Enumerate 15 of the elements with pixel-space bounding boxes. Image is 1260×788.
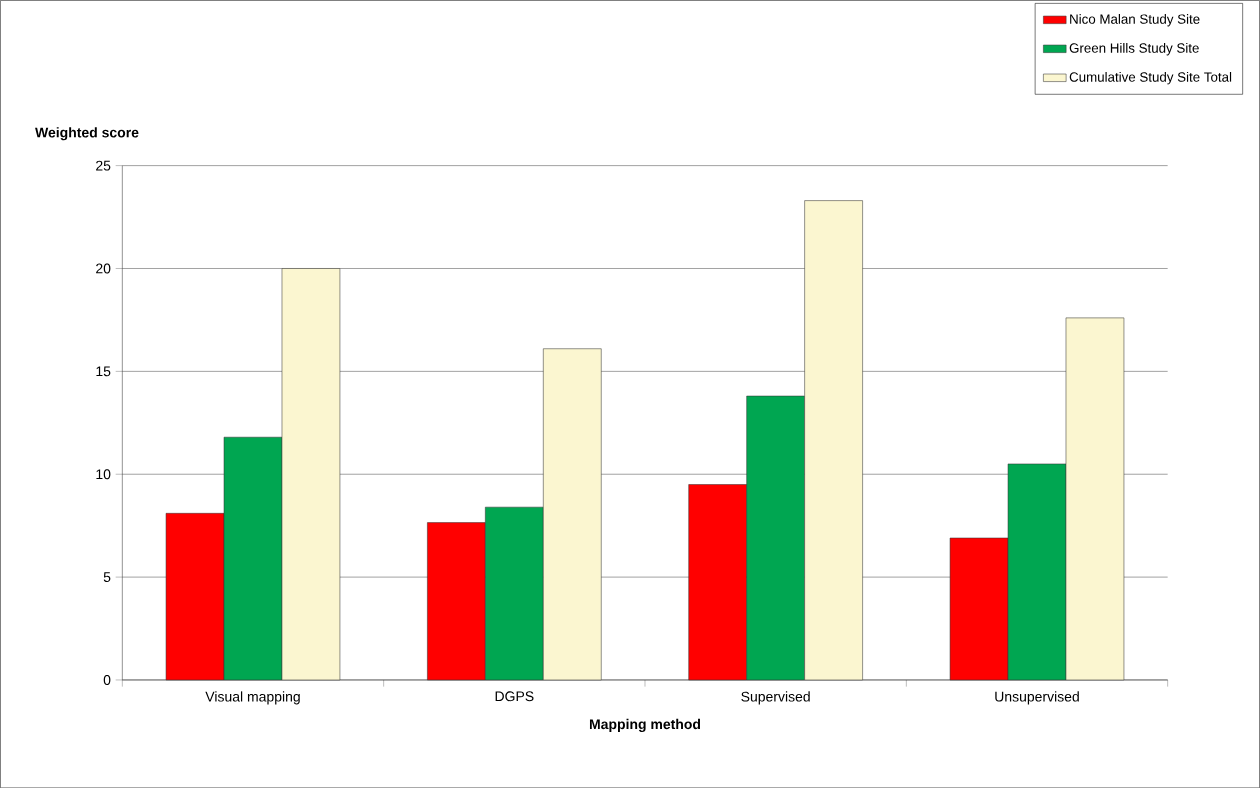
y-axis-title: Weighted score	[35, 127, 139, 141]
y-tick-label: 15	[96, 366, 111, 377]
x-tick-label: DGPS	[495, 691, 534, 702]
legend-label: Nico Malan Study Site	[1070, 13, 1200, 27]
x-axis-title: Mapping method	[589, 718, 701, 732]
x-tick-label: Visual mapping	[205, 691, 300, 705]
legend-label: Green Hills Study Site	[1069, 42, 1199, 56]
legend-label: Cumulative Study Site Total	[1069, 71, 1232, 85]
x-tick-label: Unsupervised	[995, 691, 1079, 705]
y-tick-label: 0	[103, 674, 111, 685]
y-tick-label: 20	[96, 263, 111, 274]
y-tick-label: 25	[96, 160, 111, 171]
y-tick-label: 10	[96, 469, 111, 480]
y-tick-label: 5	[103, 572, 111, 582]
x-tick-label: Supervised	[741, 691, 810, 705]
